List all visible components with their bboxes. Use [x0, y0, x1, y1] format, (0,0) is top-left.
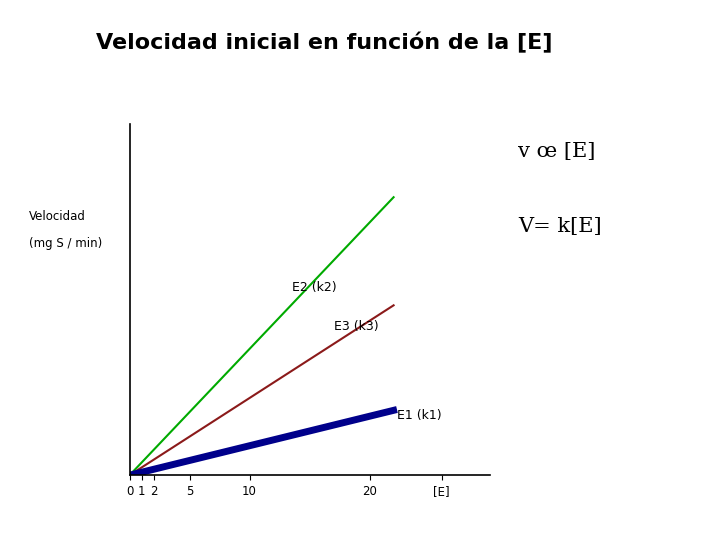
Text: E2 (k2): E2 (k2) — [292, 281, 336, 294]
Text: E3 (k3): E3 (k3) — [333, 320, 378, 333]
Text: Velocidad: Velocidad — [29, 210, 86, 222]
Text: E1 (k1): E1 (k1) — [397, 409, 442, 422]
Text: (mg S / min): (mg S / min) — [29, 237, 102, 249]
Text: v œ [E]: v œ [E] — [518, 141, 595, 161]
Text: Velocidad inicial en función de la [E]: Velocidad inicial en función de la [E] — [96, 32, 552, 53]
Text: V= k[E]: V= k[E] — [518, 217, 602, 237]
